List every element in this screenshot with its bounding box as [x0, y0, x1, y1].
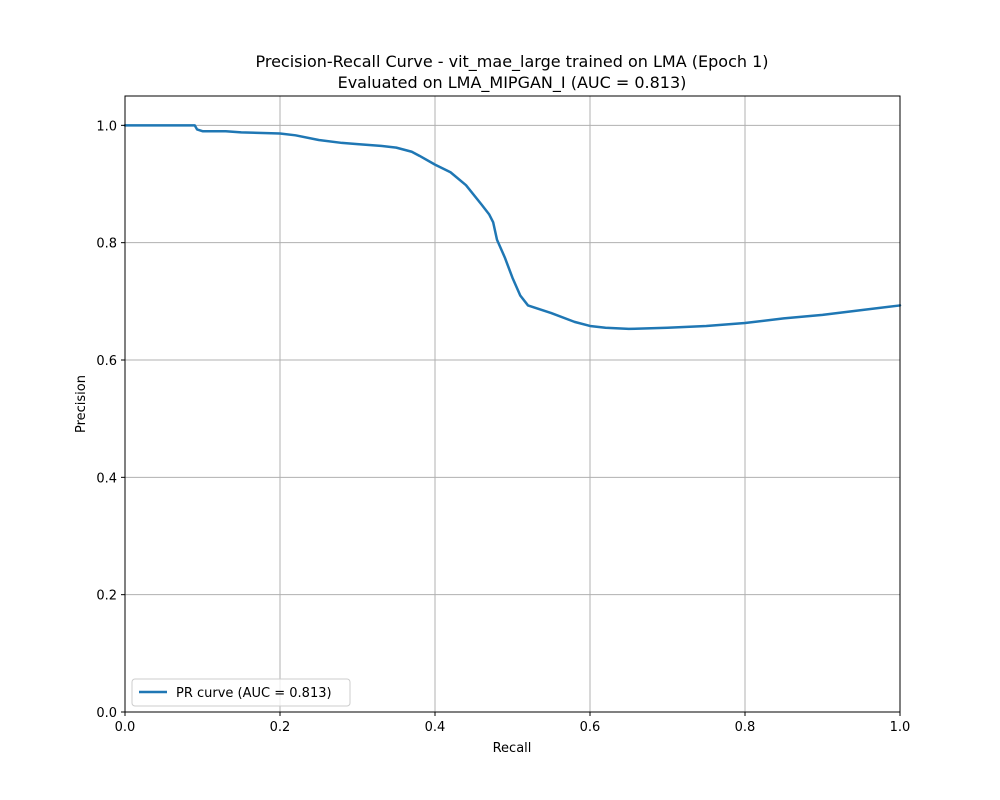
y-tick-label: 0.2 [96, 589, 117, 604]
x-tick-label: 1.0 [890, 720, 911, 735]
x-tick-label: 0.0 [115, 720, 136, 735]
y-tick-label: 0.6 [96, 354, 117, 369]
y-ticks: 0.0 0.2 0.4 0.6 0.8 1.0 [96, 119, 125, 721]
x-tick-label: 0.2 [270, 720, 291, 735]
legend-series-label: PR curve (AUC = 0.813) [176, 686, 332, 701]
series-layer [123, 124, 902, 331]
y-tick-label: 1.0 [96, 119, 117, 134]
x-tick-label: 0.6 [580, 720, 601, 735]
y-tick-label: 0.0 [96, 706, 117, 721]
y-tick-label: 0.4 [96, 471, 117, 486]
y-tick-label: 0.8 [96, 237, 117, 252]
legend-box [131, 678, 351, 707]
grid-lines [124, 96, 901, 713]
x-axis-label: Recall [493, 741, 532, 756]
axes-frame [124, 95, 901, 713]
chart-subtitle: Evaluated on LMA_MIPGAN_I (AUC = 0.813) [338, 73, 687, 93]
chart-title: Precision-Recall Curve - vit_mae_large t… [255, 52, 768, 72]
x-ticks: 0.0 0.2 0.4 0.6 0.8 1.0 [115, 712, 911, 735]
y-axis-label: Precision [74, 375, 89, 433]
pr-curve-line [123, 124, 902, 331]
x-tick-label: 0.4 [425, 720, 446, 735]
legend: PR curve (AUC = 0.813) [131, 678, 351, 707]
x-tick-label: 0.8 [735, 720, 756, 735]
